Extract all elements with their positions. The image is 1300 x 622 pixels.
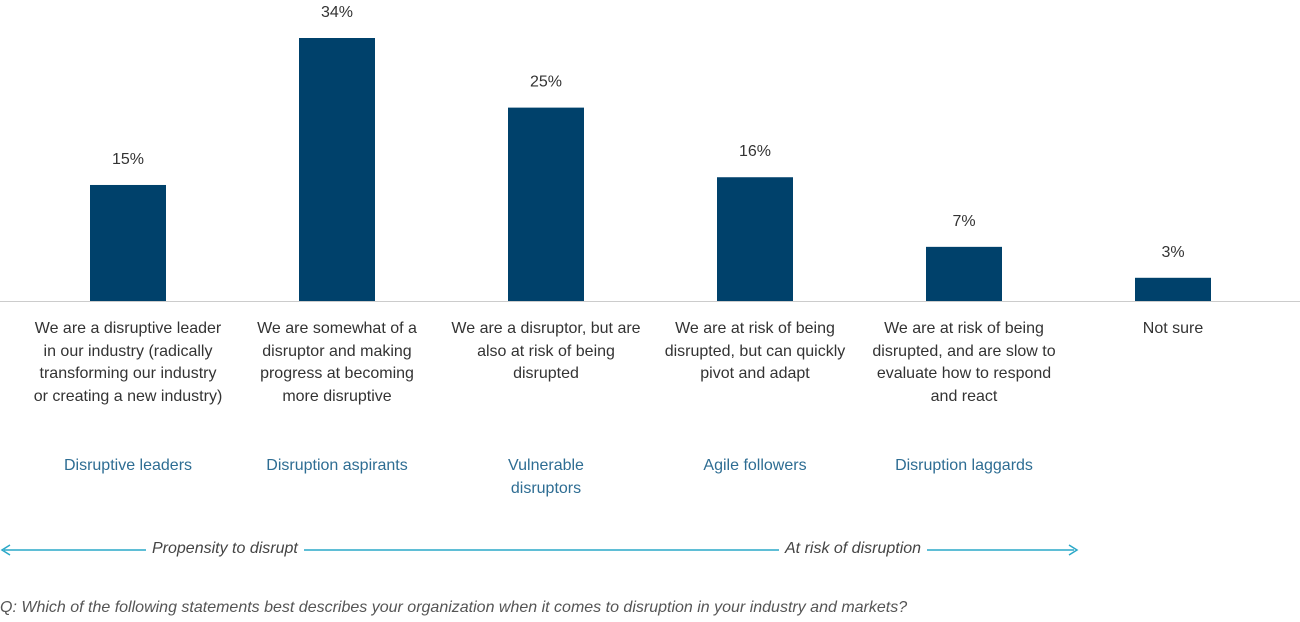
bar-3 <box>508 107 584 301</box>
bar-2 <box>299 38 375 301</box>
bar-5 <box>926 246 1002 301</box>
category-label-3: We are a disruptor, but are also at risk… <box>451 320 641 382</box>
segment-label-1: Disruptive leaders <box>63 457 193 474</box>
category-label-2: We are somewhat of a disruptor and makin… <box>257 320 417 405</box>
value-label-5: 7% <box>952 213 975 230</box>
survey-question: Q: Which of the following statements bes… <box>0 599 908 616</box>
category-label-5: We are at risk of being disrupted, and a… <box>872 320 1056 405</box>
at-risk-of-disruption-label: At risk of disruption <box>779 540 928 558</box>
axis-arrow-left-icon <box>0 544 11 556</box>
category-label-1: We are a disruptive leader in our indust… <box>33 320 223 405</box>
bar-4 <box>717 177 793 301</box>
value-label-6: 3% <box>1161 244 1184 261</box>
segment-label-2: Disruption aspirants <box>266 457 408 474</box>
segment-label-4: Agile followers <box>703 457 807 474</box>
propensity-to-disrupt-label: Propensity to disrupt <box>146 540 304 558</box>
value-label-2: 34% <box>321 4 353 21</box>
value-label-1: 15% <box>112 151 144 168</box>
value-label-3: 25% <box>530 74 562 91</box>
bar-6 <box>1135 277 1211 301</box>
bars-group <box>90 38 1211 301</box>
axis-arrow-right-icon <box>1068 544 1079 556</box>
category-label-4: We are at risk of being disrupted, but c… <box>664 320 846 382</box>
bar-1 <box>90 184 166 301</box>
segment-label-5: Disruption laggards <box>895 457 1033 474</box>
value-labels-group: 15% 34% 25% 16% 7% 3% <box>112 4 1185 261</box>
segment-label-3: Vulnerable disruptors <box>508 457 584 497</box>
category-label-6: Not sure <box>1142 320 1204 337</box>
value-label-4: 16% <box>739 143 771 160</box>
